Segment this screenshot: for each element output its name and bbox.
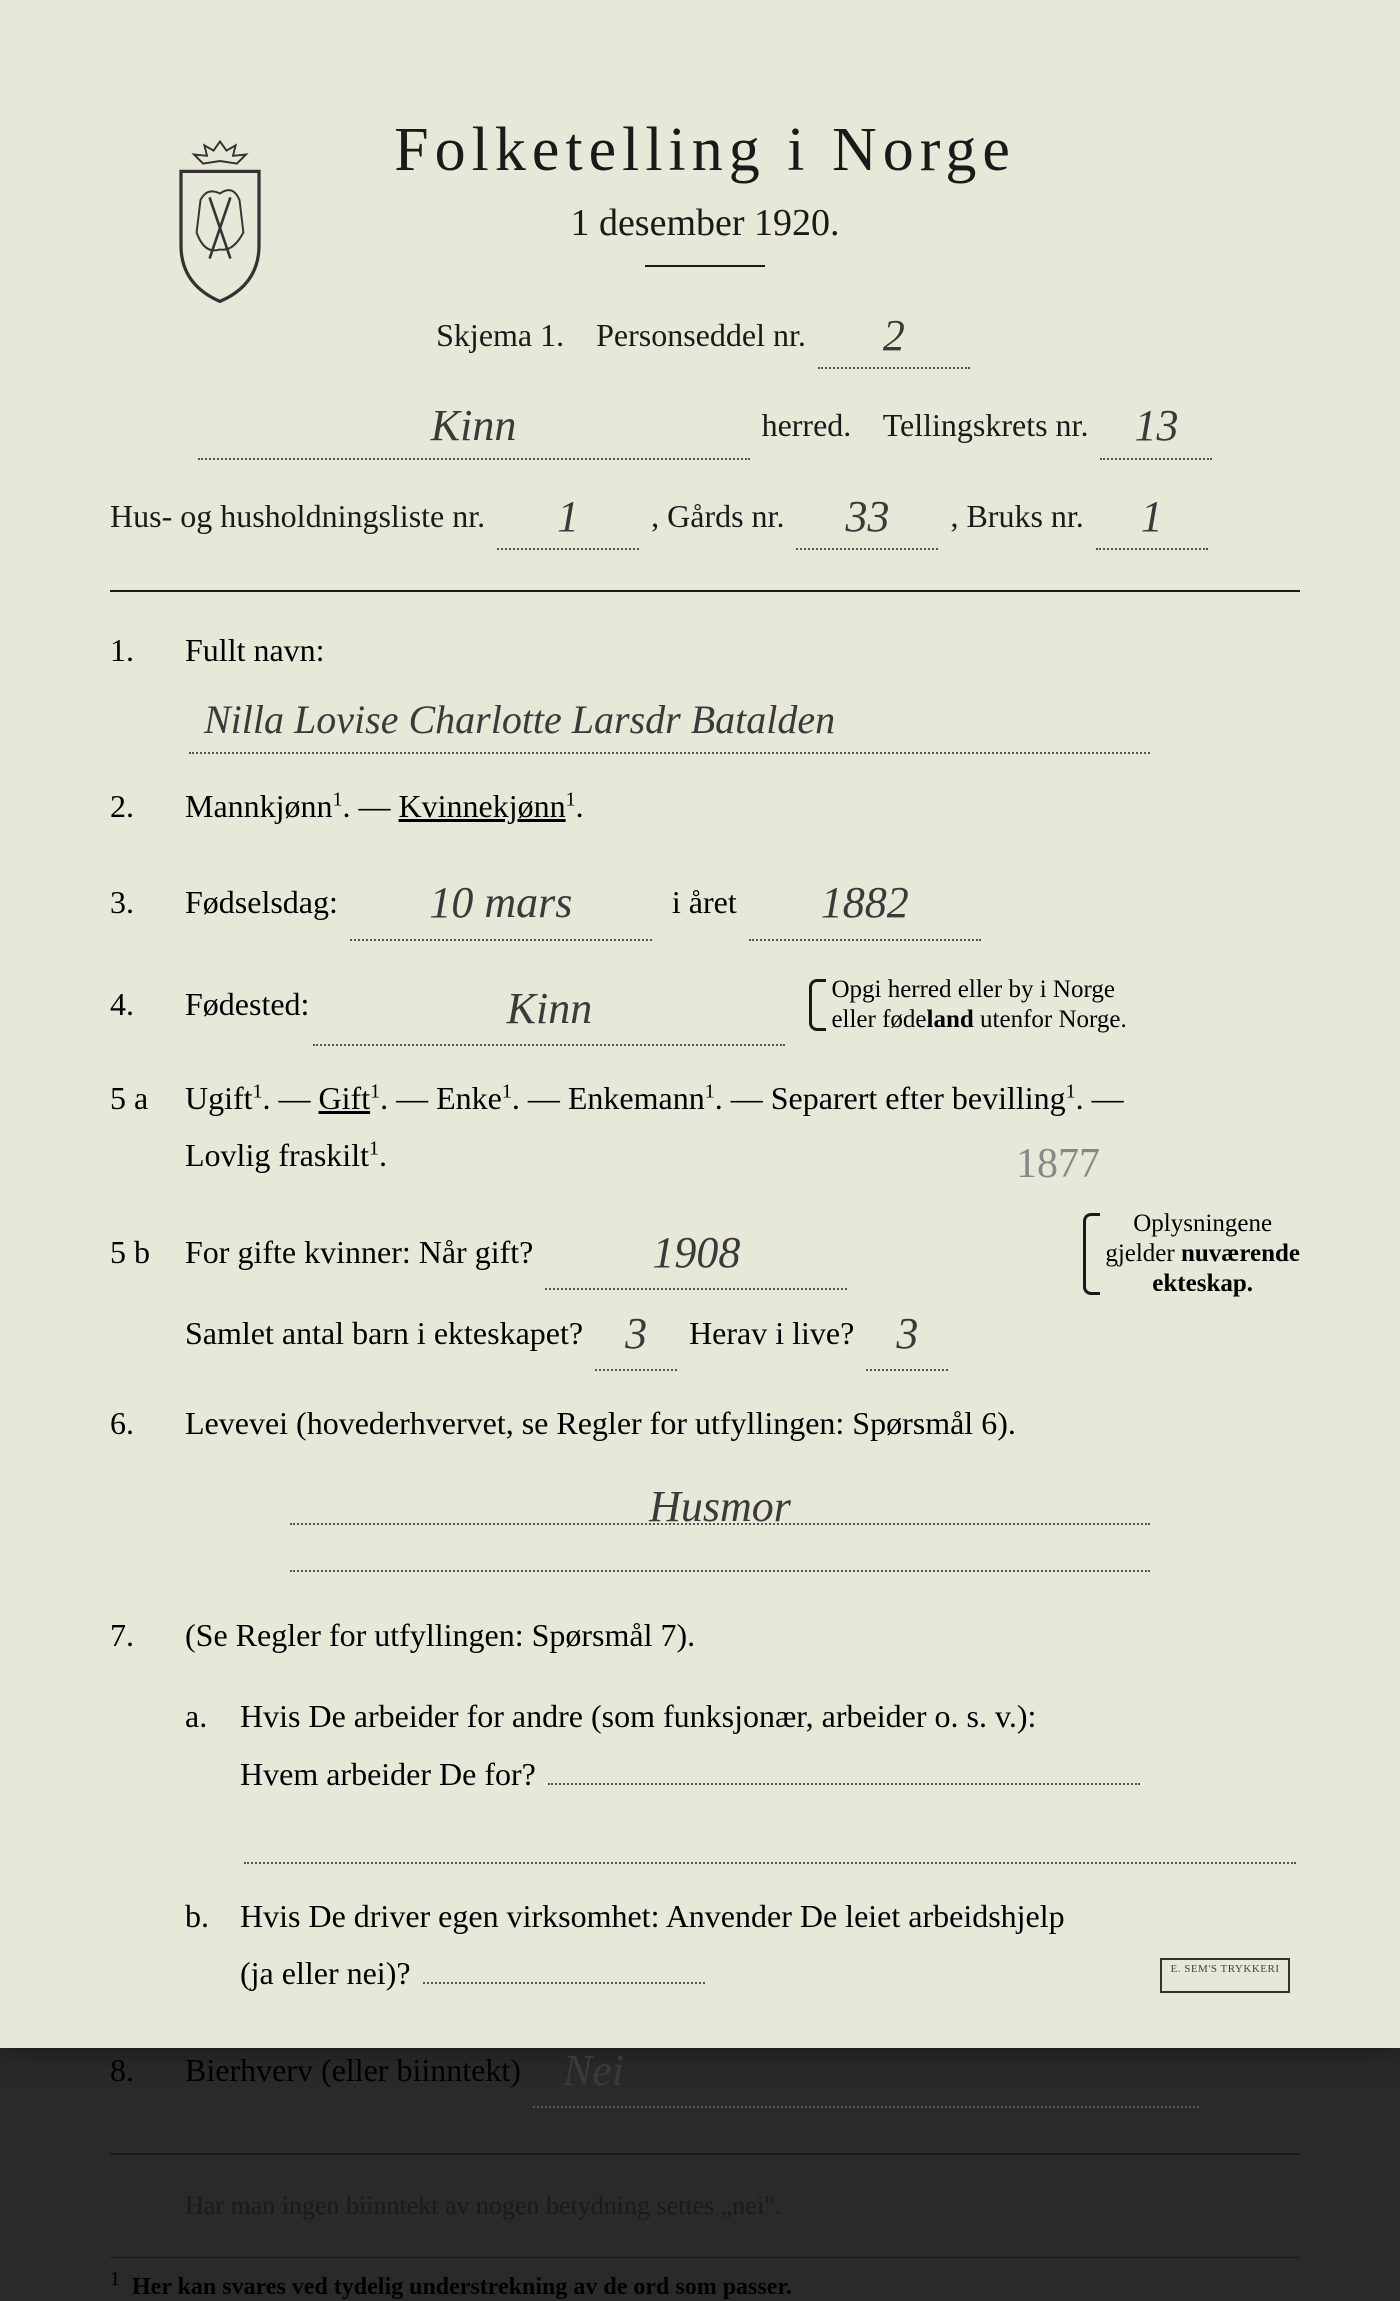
q6-num: 6. xyxy=(110,1405,185,1442)
q7b-q: (ja eller nei)? xyxy=(240,1955,411,1991)
personseddel-nr: 2 xyxy=(883,301,905,371)
herred-value: Kinn xyxy=(431,391,517,461)
q7-num: 7. xyxy=(110,1617,185,1654)
q3-label: Fødselsdag: xyxy=(185,884,338,920)
q2-kvinne: Kvinnekjønn xyxy=(399,788,566,824)
q4-note: Opgi herred eller by i Norge eller fødel… xyxy=(809,975,1126,1035)
q7a-label: Hvis De arbeider for andre (som funksjon… xyxy=(240,1698,1036,1734)
q7a-q: Hvem arbeider De for? xyxy=(240,1756,536,1792)
q5a-enkemann: Enkemann xyxy=(568,1080,705,1116)
question-1: 1. Fullt navn: Nilla Lovise Charlotte La… xyxy=(110,622,1300,754)
q5a-fraskilt: Lovlig fraskilt xyxy=(185,1137,369,1173)
section-divider-2 xyxy=(110,2153,1300,2155)
q2-num: 2. xyxy=(110,788,185,825)
question-7a: a. Hvis De arbeider for andre (som funks… xyxy=(185,1688,1300,1863)
q1-value: Nilla Lovise Charlotte Larsdr Batalden xyxy=(204,684,835,756)
gards-label: , Gårds nr. xyxy=(651,498,784,534)
q7b-num: b. xyxy=(185,1898,240,1935)
husliste-nr: 1 xyxy=(557,482,579,552)
question-3: 3. Fødselsdag: 10 mars i året 1882 xyxy=(110,859,1300,940)
q5b-label2: Samlet antal barn i ekteskapet? xyxy=(185,1315,583,1351)
q5a-ugift: Ugift xyxy=(185,1080,253,1116)
tellingskrets-nr: 13 xyxy=(1134,391,1178,461)
q2-mann: Mannkjønn xyxy=(185,788,333,824)
q5a-enke: Enke xyxy=(436,1080,502,1116)
herred-line: Kinn herred. Tellingskrets nr. 13 xyxy=(110,387,1300,459)
q5b-note: Oplysningene gjelder nuværende ekteskap. xyxy=(1083,1209,1300,1299)
q5b-label1: For gifte kvinner: Når gift? xyxy=(185,1234,533,1270)
footnote: 1 Her kan svares ved tydelig understrekn… xyxy=(110,2257,1300,2301)
printer-stamp: E. SEM'S TRYKKERI xyxy=(1160,1958,1290,1993)
header-divider xyxy=(645,265,765,267)
q1-label: Fullt navn: xyxy=(185,632,325,668)
question-7b: b. Hvis De driver egen virksomhet: Anven… xyxy=(185,1888,1300,2003)
schema-line: Skjema 1. Personseddel nr. 2 xyxy=(110,297,1300,369)
q1-num: 1. xyxy=(110,632,185,669)
question-2: 2. Mannkjønn1. — Kvinnekjønn1. xyxy=(110,778,1300,836)
personseddel-label: Personseddel nr. xyxy=(596,317,806,353)
husliste-label: Hus- og husholdningsliste nr. xyxy=(110,498,485,534)
husliste-line: Hus- og husholdningsliste nr. 1 , Gårds … xyxy=(110,478,1300,550)
q6-label: Levevei (hovederhvervet, se Regler for u… xyxy=(185,1405,1016,1441)
q5b-label3: Herav i live? xyxy=(689,1315,854,1351)
q6-value: Husmor xyxy=(649,1481,791,1532)
q7-label: (Se Regler for utfyllingen: Spørsmål 7). xyxy=(185,1617,695,1653)
q7a-num: a. xyxy=(185,1698,240,1735)
q5a-num: 5 a xyxy=(110,1080,185,1117)
herred-label: herred. xyxy=(762,407,852,443)
question-5a: 5 a Ugift1. — Gift1. — Enke1. — Enkemann… xyxy=(110,1070,1300,1185)
footnote-text: Her kan svares ved tydelig understreknin… xyxy=(132,2274,792,2300)
question-7: 7. (Se Regler for utfyllingen: Spørsmål … xyxy=(110,1607,1300,1665)
main-title: Folketelling i Norge xyxy=(110,115,1300,186)
census-date: 1 desember 1920. xyxy=(110,201,1300,245)
q5b-barn: 3 xyxy=(625,1294,647,1373)
bottom-note: Har man ingen biinntekt av nogen betydni… xyxy=(185,2185,1300,2227)
q3-num: 3. xyxy=(110,884,185,921)
bruks-label: , Bruks nr. xyxy=(950,498,1083,534)
coat-of-arms-icon xyxy=(155,135,285,305)
question-4: 4. Fødested: Kinn Opgi herred eller by i… xyxy=(110,965,1300,1046)
q4-num: 4. xyxy=(110,986,185,1023)
q3-year: 1882 xyxy=(821,863,909,942)
tellingskrets-label: Tellingskrets nr. xyxy=(883,407,1089,443)
question-8: 8. Bierhverv (eller biinntekt) Nei xyxy=(110,2027,1300,2108)
q8-value: Nei xyxy=(563,2031,624,2110)
q5b-year: 1908 xyxy=(652,1213,740,1292)
question-6: 6. Levevei (hovederhvervet, se Regler fo… xyxy=(110,1395,1300,1453)
shield-svg xyxy=(155,135,285,304)
q5a-crossed-year: 1877 xyxy=(1016,1127,1100,1203)
q3-year-label: i året xyxy=(672,884,737,920)
bruks-nr: 1 xyxy=(1141,482,1163,552)
schema-label: Skjema 1. xyxy=(436,317,564,353)
q5b-num: 5 b xyxy=(110,1234,185,1271)
gards-nr: 33 xyxy=(845,482,889,552)
q3-day: 10 mars xyxy=(429,863,572,942)
footnote-marker: 1 xyxy=(110,2268,120,2290)
q5a-gift: Gift xyxy=(319,1080,371,1116)
q4-label: Fødested: xyxy=(185,976,309,1034)
question-5b: 5 b For gifte kvinner: Når gift? 1908 Sa… xyxy=(110,1209,1300,1371)
form-header: Folketelling i Norge 1 desember 1920. Sk… xyxy=(110,115,1300,550)
q8-label: Bierhverv (eller biinntekt) xyxy=(185,2052,521,2088)
q5b-ilive: 3 xyxy=(896,1294,918,1373)
q4-value: Kinn xyxy=(507,969,593,1048)
section-divider-1 xyxy=(110,590,1300,592)
q8-num: 8. xyxy=(110,2052,185,2089)
census-form-page: Folketelling i Norge 1 desember 1920. Sk… xyxy=(0,0,1400,2048)
q7b-label: Hvis De driver egen virksomhet: Anvender… xyxy=(240,1898,1065,1934)
q5a-separert: Separert efter bevilling xyxy=(771,1080,1066,1116)
